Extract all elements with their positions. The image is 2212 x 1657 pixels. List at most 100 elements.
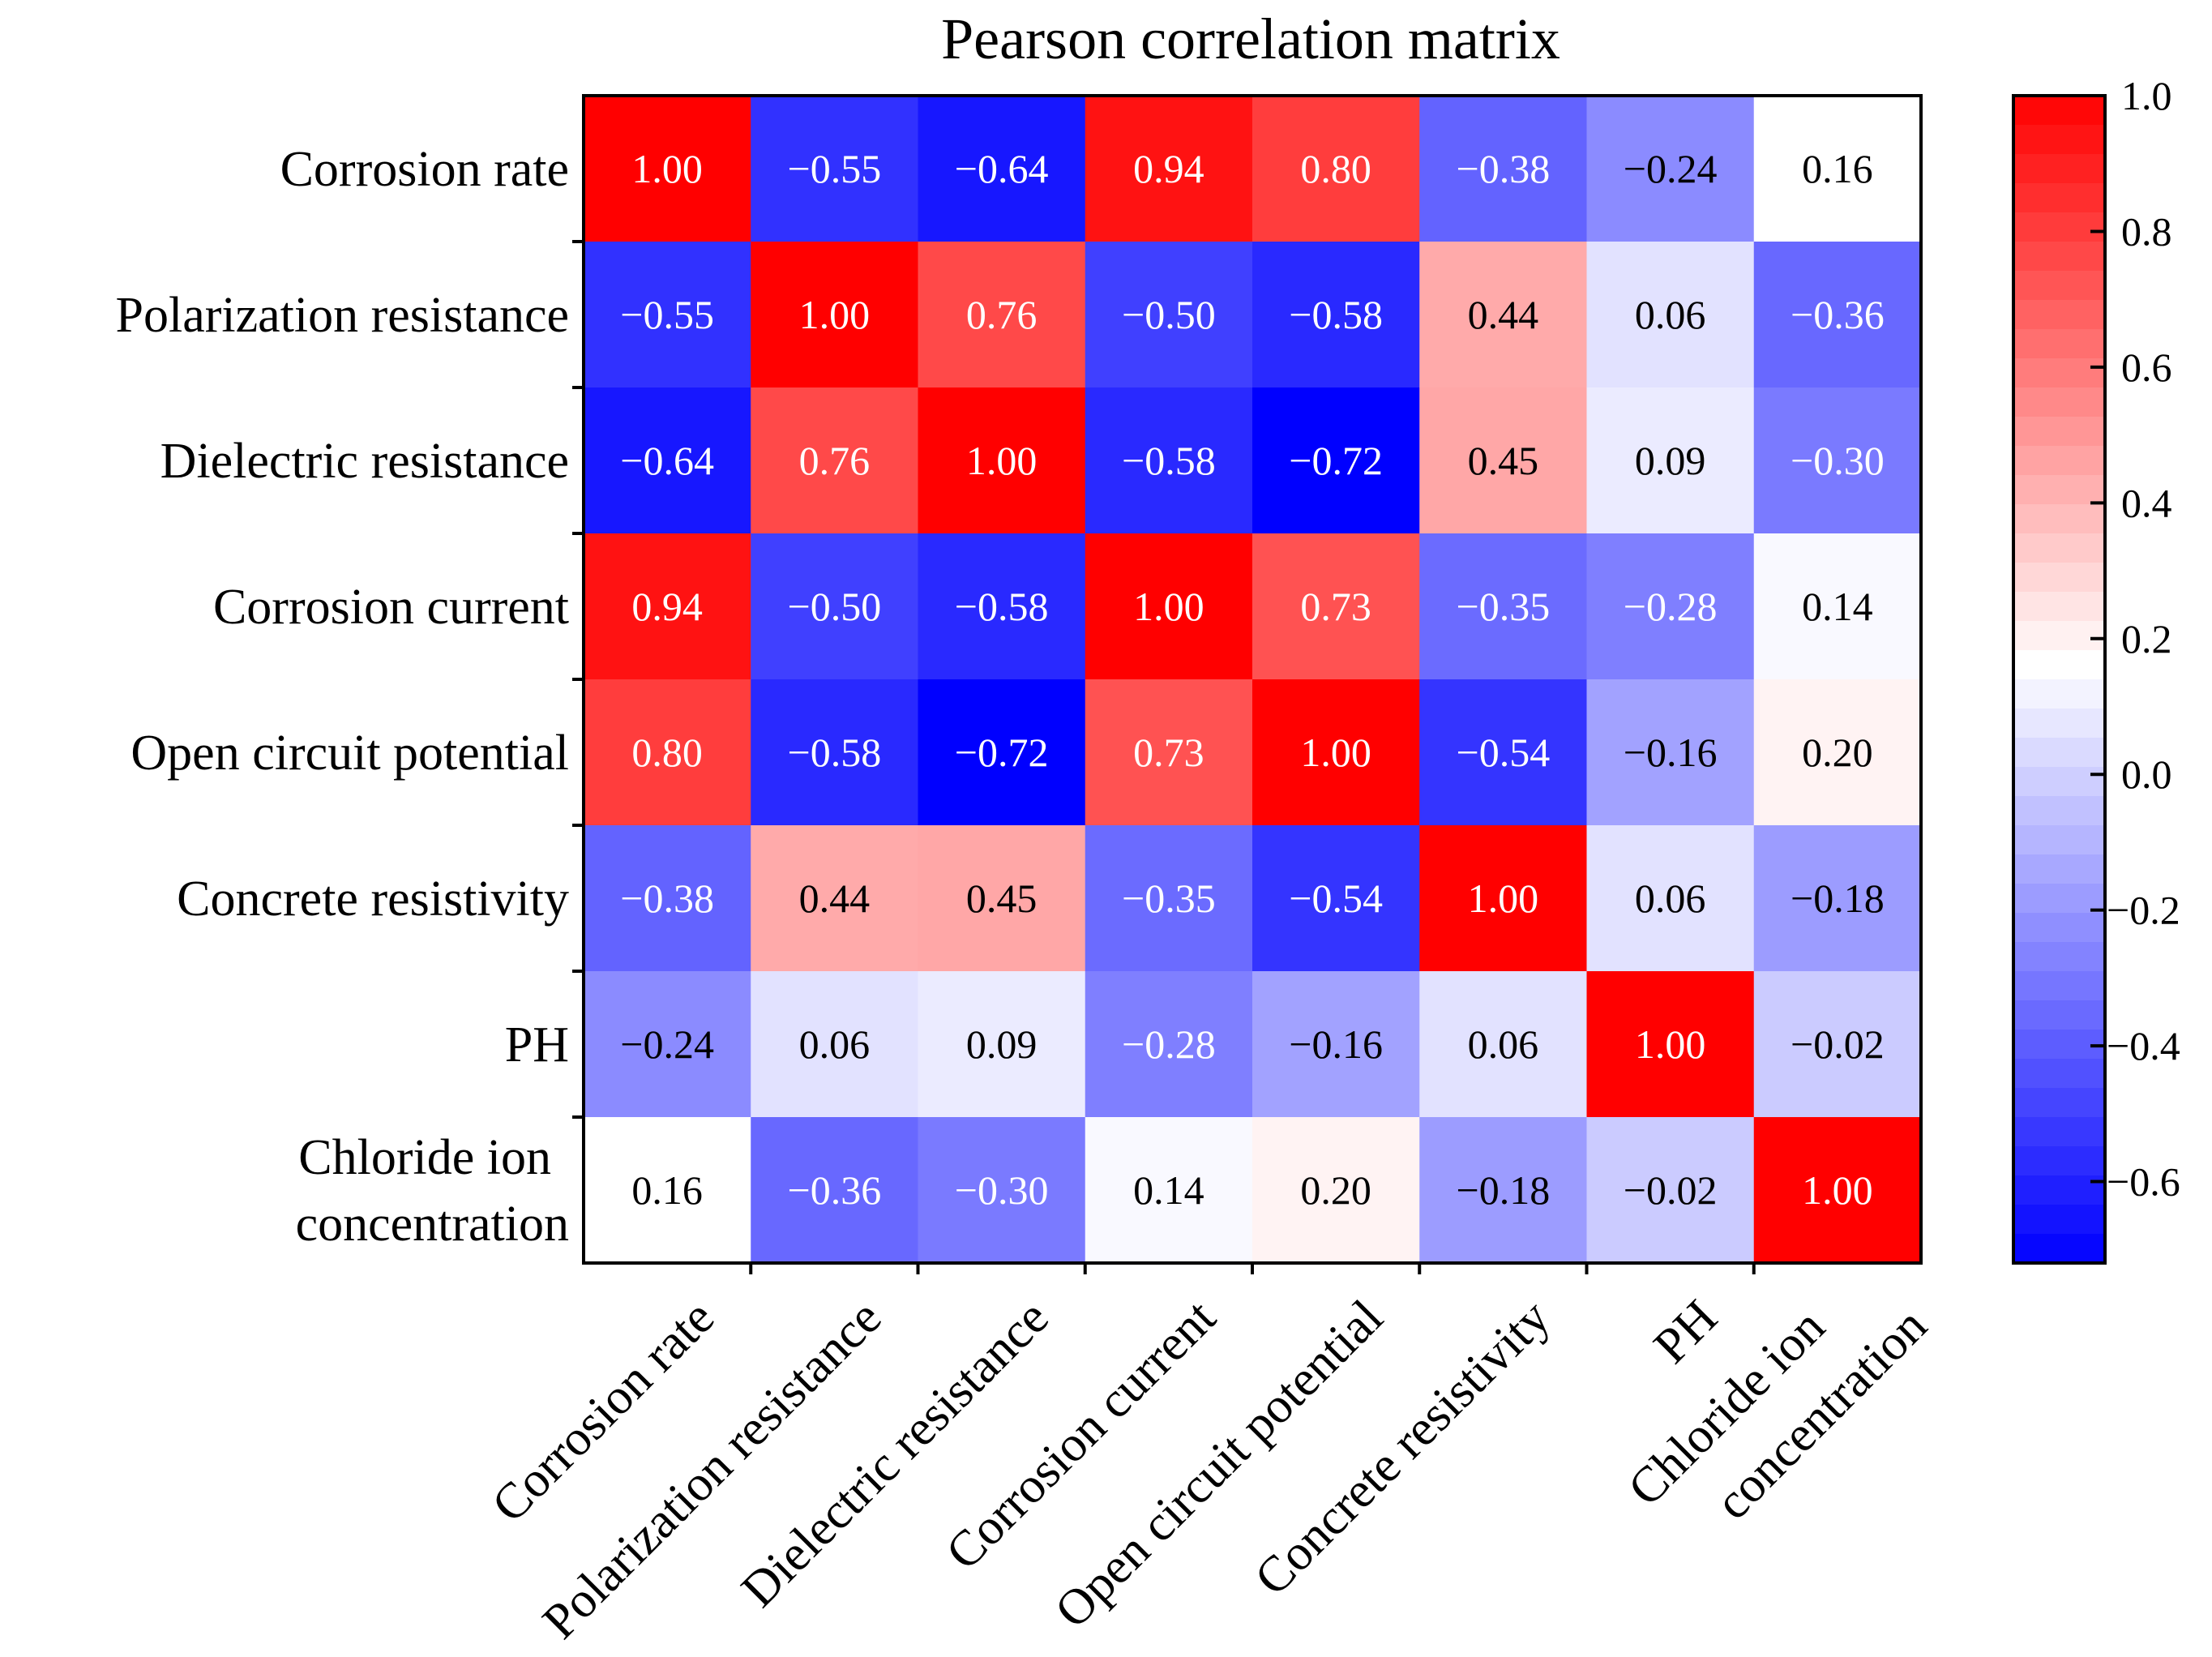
- cell-value-label: 1.00: [1802, 1167, 1873, 1213]
- colorbar-step: [2013, 212, 2105, 242]
- heatmap-cell: [1085, 242, 1253, 388]
- colorbar-tick-label: 0.8: [2121, 208, 2172, 254]
- colorbar-tick-label: 0.2: [2121, 616, 2172, 662]
- heatmap-cell: [1753, 533, 1922, 680]
- cell-value-label: 0.45: [1468, 438, 1539, 483]
- heatmap-cell: [751, 533, 918, 680]
- row-label: Dielectric resistance: [160, 434, 569, 489]
- colorbar: 1.0 0.8 0.6 0.4 0.2 0.0 −0.2 −0.4 −0.6: [2012, 73, 2180, 1265]
- colorbar-step: [2013, 96, 2105, 126]
- cell-value-label: −0.54: [1457, 730, 1551, 775]
- cell-value-label: 1.00: [1300, 730, 1371, 775]
- row-label: Chloride ion concentration: [296, 1130, 569, 1252]
- colorbar-tick-label: −0.2: [2107, 888, 2180, 933]
- heatmap-cell: [1419, 533, 1587, 680]
- heatmap-cell: [1252, 825, 1420, 972]
- colorbar-step: [2013, 971, 2105, 1001]
- cell-value-label: −0.30: [955, 1167, 1049, 1213]
- heatmap-cell: [751, 679, 918, 826]
- row-label: PH: [505, 1017, 569, 1073]
- heatmap-cell: [1085, 96, 1253, 242]
- row-label-line: concentration: [296, 1197, 569, 1252]
- colorbar-tick-label: 0.0: [2121, 751, 2172, 797]
- cell-value-label: −0.38: [620, 876, 714, 921]
- heatmap-cell: [584, 96, 751, 242]
- cell-value-label: −0.16: [1289, 1021, 1383, 1067]
- cell-value-label: −0.72: [1289, 438, 1383, 483]
- colorbar-step: [2013, 942, 2105, 972]
- cell-value-label: 0.80: [1300, 146, 1371, 191]
- colorbar-step: [2013, 1175, 2105, 1205]
- cell-value-label: −0.58: [955, 584, 1049, 629]
- heatmap-cell: [584, 1117, 751, 1264]
- cell-value-label: −0.36: [1791, 292, 1885, 337]
- heatmap-cell: [1586, 96, 1755, 242]
- heatmap-cell: [1419, 971, 1587, 1118]
- colorbar-step: [2013, 1088, 2105, 1118]
- cell-value-label: 0.94: [1133, 146, 1204, 191]
- cell-value-label: 0.44: [1468, 292, 1539, 337]
- row-label: Polarization resistance: [115, 288, 569, 343]
- cell-value-label: 1.00: [1133, 584, 1204, 629]
- colorbar-step: [2013, 913, 2105, 943]
- heatmap-cell: [1085, 387, 1253, 534]
- cell-value-label: −0.16: [1624, 730, 1718, 775]
- cell-value-label: 0.16: [1802, 146, 1873, 191]
- cell-value-label: 0.80: [631, 730, 703, 775]
- row-label-line: Chloride ion: [298, 1130, 551, 1185]
- cell-value-label: −0.54: [1289, 876, 1383, 921]
- heatmap-cell: [918, 387, 1086, 534]
- cell-value-label: 0.44: [799, 876, 871, 921]
- colorbar-tick-label: 0.6: [2121, 345, 2172, 390]
- colorbar-tick-label: −0.6: [2107, 1159, 2180, 1205]
- colorbar-step: [2013, 329, 2105, 359]
- heatmap-cell: [751, 242, 918, 388]
- cell-value-label: −0.58: [1289, 292, 1383, 337]
- row-label: Corrosion current: [213, 580, 569, 635]
- colorbar-step: [2013, 1030, 2105, 1060]
- colorbar-step: [2013, 884, 2105, 914]
- cell-value-label: −0.30: [1791, 438, 1885, 483]
- heatmap-cell: [918, 533, 1086, 680]
- heatmap-cell: [918, 679, 1086, 826]
- colorbar-step: [2013, 796, 2105, 826]
- cell-value-label: 0.20: [1300, 1167, 1371, 1213]
- cell-value-label: −0.18: [1457, 1167, 1551, 1213]
- colorbar-step: [2013, 709, 2105, 739]
- colorbar-step: [2013, 854, 2105, 884]
- heatmap-cell: [584, 242, 751, 388]
- cell-value-label: −0.28: [1122, 1021, 1216, 1067]
- cell-value-label: 0.06: [1635, 876, 1706, 921]
- cell-value-label: −0.35: [1457, 584, 1551, 629]
- heatmap-cell: [751, 387, 918, 534]
- cell-value-label: 0.09: [1635, 438, 1706, 483]
- colorbar-step: [2013, 125, 2105, 155]
- cell-value-label: 0.06: [1635, 292, 1706, 337]
- colorbar-step: [2013, 533, 2105, 563]
- cell-value-label: 1.00: [799, 292, 871, 337]
- colorbar-step: [2013, 242, 2105, 272]
- cell-value-label: 1.00: [1468, 876, 1539, 921]
- cell-value-label: −0.55: [788, 146, 882, 191]
- colorbar-step: [2013, 1146, 2105, 1176]
- heatmap-cell: [918, 971, 1086, 1118]
- heatmap-cell: [751, 971, 918, 1118]
- heatmap-cell: [918, 96, 1086, 242]
- colorbar-step: [2013, 417, 2105, 447]
- colorbar-step: [2013, 154, 2105, 184]
- heatmap-cells: [572, 94, 1923, 1274]
- colorbar-step: [2013, 358, 2105, 388]
- colorbar-step: [2013, 679, 2105, 709]
- heatmap-cell: [751, 1117, 918, 1264]
- row-label: Concrete resistivity: [177, 871, 569, 927]
- cell-value-label: −0.02: [1624, 1167, 1718, 1213]
- heatmap-cell: [1419, 387, 1587, 534]
- cell-value-label: 0.73: [1133, 730, 1204, 775]
- column-label: Open circuit potential: [1045, 1290, 1393, 1638]
- heatmap-cell: [584, 825, 751, 972]
- cell-value-label: 0.16: [631, 1167, 703, 1213]
- heatmap-cell: [584, 679, 751, 826]
